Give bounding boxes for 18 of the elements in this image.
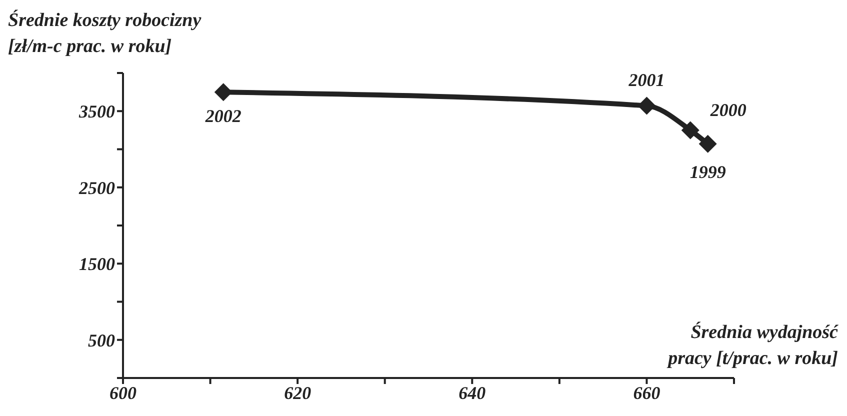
x-axis-title: Średnia wydajność pracy [t/prac. w roku]	[668, 320, 838, 371]
x-tick-label: 660	[633, 382, 660, 403]
y-tick-label: 500	[88, 330, 115, 350]
y-tick-label: 1500	[79, 254, 115, 274]
x-tick-label: 620	[284, 382, 312, 403]
annotation: 2000	[709, 100, 746, 120]
point	[638, 96, 656, 115]
y-tick-label: 3500	[78, 102, 115, 122]
point	[214, 83, 232, 102]
annotation: 2002	[204, 106, 242, 126]
annotation: 1999	[690, 162, 726, 182]
y-tick-label: 2500	[78, 178, 115, 198]
point	[698, 134, 717, 153]
point	[681, 121, 700, 140]
x-tick-label: 640	[458, 382, 486, 403]
x-tick-label: 600	[110, 382, 136, 403]
y-axis-title: Średnie koszty robocizny [zł/m-c prac. w roku]	[8, 8, 202, 59]
annotation: 2001	[628, 70, 665, 90]
